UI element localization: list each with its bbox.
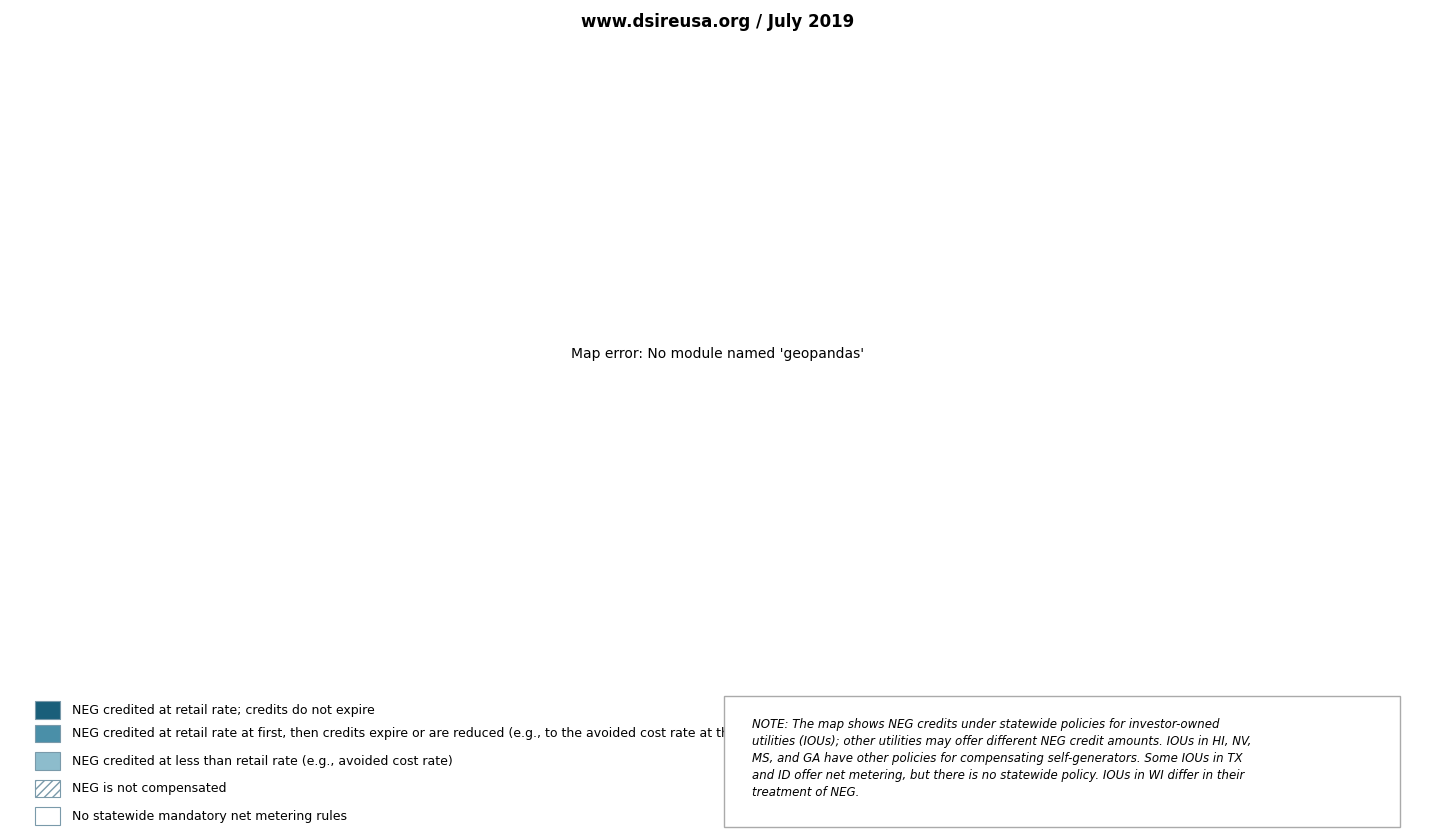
Bar [36, 725, 60, 742]
Bar [36, 807, 60, 825]
Bar [36, 701, 60, 719]
Text: Map error: No module named 'geopandas': Map error: No module named 'geopandas' [571, 348, 864, 361]
Text: NEG credited at retail rate at first, then credits expire or are reduced (e.g., : NEG credited at retail rate at first, th… [72, 727, 817, 740]
Text: www.dsireusa.org / July 2019: www.dsireusa.org / July 2019 [581, 13, 854, 31]
Text: NOTE: The map shows NEG credits under statewide policies for investor-owned
util: NOTE: The map shows NEG credits under st… [752, 718, 1251, 799]
Text: No statewide mandatory net metering rules: No statewide mandatory net metering rule… [72, 810, 347, 822]
Text: NEG is not compensated: NEG is not compensated [72, 782, 227, 795]
Bar [36, 780, 60, 797]
FancyBboxPatch shape [725, 696, 1399, 827]
Text: NEG credited at less than retail rate (e.g., avoided cost rate): NEG credited at less than retail rate (e… [72, 755, 452, 767]
Text: NEG credited at retail rate; credits do not expire: NEG credited at retail rate; credits do … [72, 704, 375, 716]
Bar [36, 752, 60, 770]
